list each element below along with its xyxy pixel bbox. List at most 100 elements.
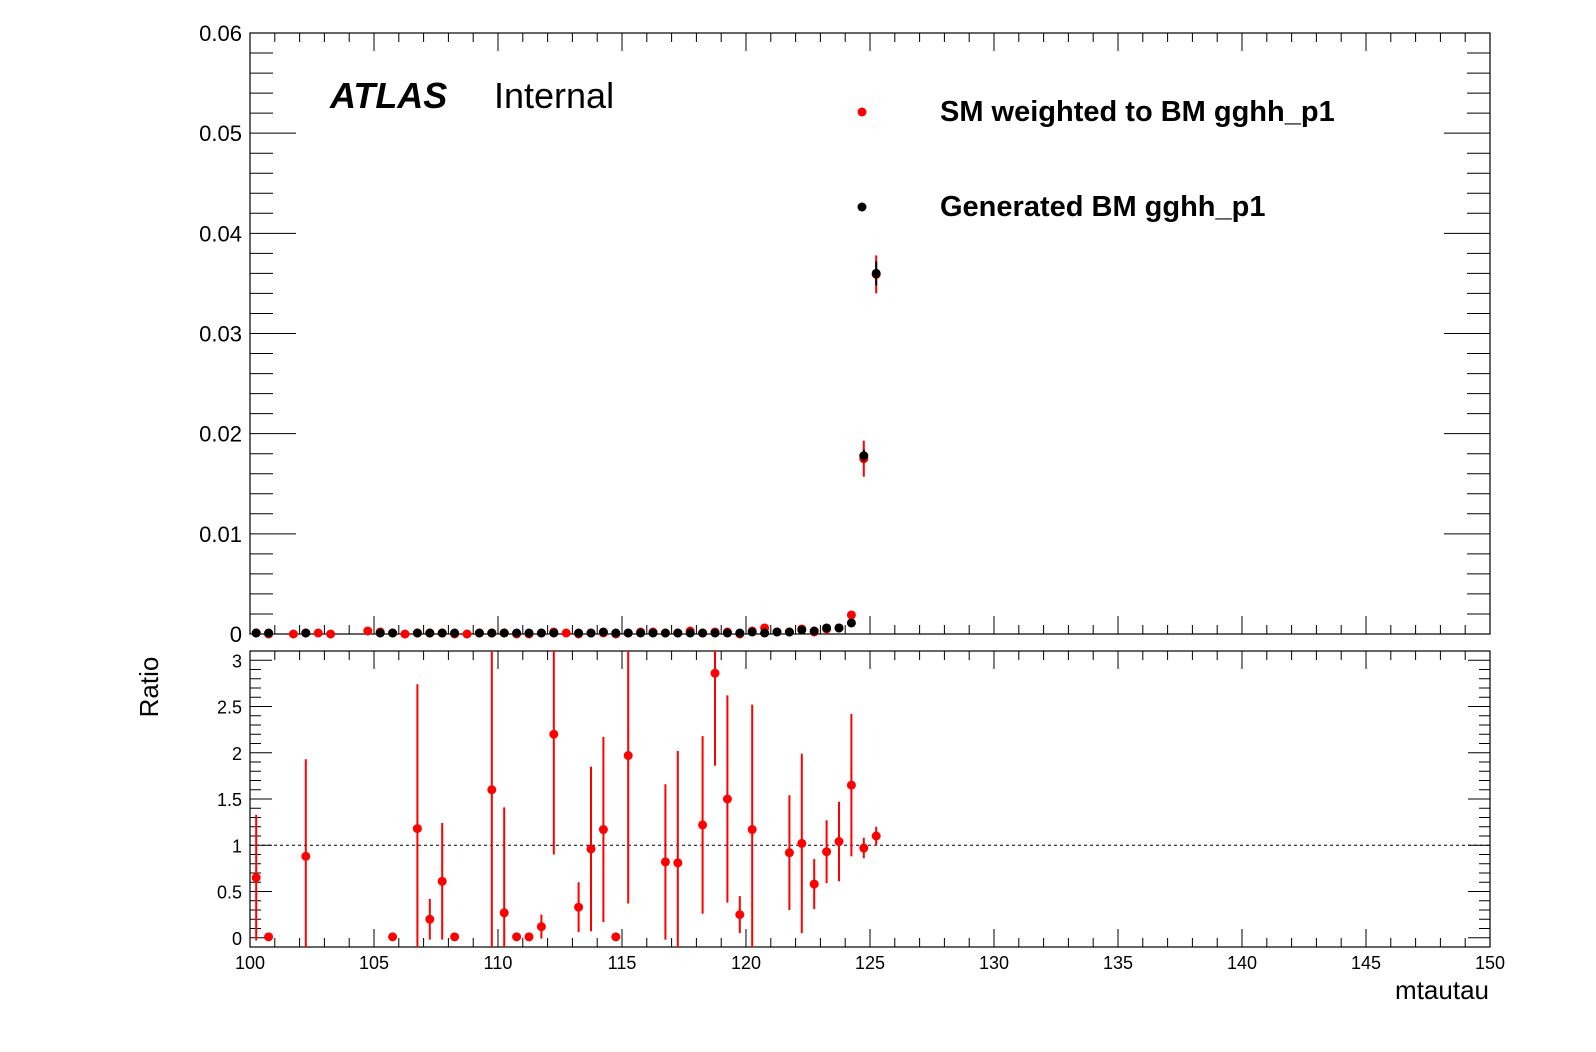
main-panel: 0 0.01 0.02 0.03 0.04 0.05 0.06 (199, 21, 1491, 647)
sm-weighted-point (400, 629, 410, 639)
ratio-point (797, 838, 807, 848)
generated-point (611, 628, 621, 638)
sm-weighted-point (313, 628, 323, 638)
generated-point (747, 627, 757, 637)
generated-point (251, 628, 261, 638)
generated-point (598, 627, 608, 637)
generated-point (487, 628, 497, 638)
generated-point (549, 628, 559, 638)
generated-point (623, 628, 633, 638)
legend-label-generated: Generated BM gghh_p1 (940, 191, 1266, 223)
generated-point (735, 628, 745, 638)
ratio-point (524, 932, 534, 942)
y-axis-title-ratio: Ratio (134, 657, 164, 718)
generated-point (574, 628, 584, 638)
main-y-tick-label: 0.05 (199, 121, 242, 146)
generated-point (301, 628, 311, 638)
ratio-y-tick-label: 3 (232, 651, 242, 671)
main-y-tick-label: 0.03 (199, 322, 242, 347)
ratio-point (859, 843, 869, 853)
generated-point (474, 628, 484, 638)
generated-point (698, 628, 708, 638)
ratio-point (412, 824, 422, 834)
generated-point (722, 628, 732, 638)
ratio-y-tick-label: 0 (232, 929, 242, 949)
ratio-point (747, 825, 757, 835)
ratio-y-tick-label: 2 (232, 744, 242, 764)
generated-point (499, 628, 509, 638)
ratio-point (673, 858, 683, 868)
generated-point (264, 628, 274, 638)
legend-marker-sm (857, 107, 867, 117)
main-y-tick-label: 0.01 (199, 522, 242, 547)
ratio-point (536, 922, 546, 932)
generated-point (586, 628, 596, 638)
ratio-point (301, 851, 311, 861)
ratio-point (822, 847, 832, 857)
sm-weighted-point (326, 629, 336, 639)
main-y-tick-label: 0.06 (199, 21, 242, 46)
ratio-y-tick-label: 0.5 (217, 883, 242, 903)
generated-point (834, 623, 844, 633)
ratio-point (450, 932, 460, 942)
x-tick-label: 110 (484, 953, 513, 973)
ratio-point (698, 820, 708, 830)
ratio-point (871, 831, 881, 841)
ratio-panel: 0 0.5 1 1.5 2 2.5 3 100 105 110 115 120 125 130 135 140… (217, 650, 1505, 973)
generated-point (412, 628, 422, 638)
generated-point (846, 618, 856, 628)
generated-point (524, 628, 534, 638)
ratio-point (660, 857, 670, 867)
generated-point (784, 627, 794, 637)
generated-point (772, 627, 782, 637)
x-axis-title: mtautau (1395, 975, 1489, 1005)
atlas-label: ATLAS (329, 75, 447, 116)
generated-point (871, 268, 881, 278)
generated-point (375, 628, 385, 638)
generated-point (760, 628, 770, 638)
x-tick-label: 125 (855, 953, 885, 973)
generated-point (512, 628, 522, 638)
generated-point (809, 626, 819, 636)
generated-point (822, 623, 832, 633)
ratio-point (251, 873, 261, 883)
generated-point (388, 628, 398, 638)
sm-weighted-point (288, 629, 298, 639)
generated-point (536, 628, 546, 638)
ratio-point (735, 910, 745, 920)
x-tick-label: 105 (359, 953, 389, 973)
legend-label-sm: SM weighted to BM gghh_p1 (940, 96, 1335, 128)
ratio-point (623, 751, 633, 761)
x-tick-label: 120 (731, 953, 761, 973)
ratio-point (722, 794, 732, 804)
main-y-tick-label: 0.02 (199, 422, 242, 447)
ratio-point (598, 825, 608, 835)
sm-weighted-point (462, 629, 472, 639)
generated-point (685, 628, 695, 638)
generated-point (648, 628, 658, 638)
main-y-tick-label: 0 (230, 622, 242, 647)
sm-weighted-point (561, 628, 571, 638)
ratio-y-tick-label: 1.5 (217, 790, 242, 810)
internal-label: Internal (494, 75, 614, 116)
ratio-point (512, 932, 522, 942)
ratio-point (437, 876, 447, 886)
x-tick-label: 100 (235, 953, 265, 973)
ratio-y-tick-label: 2.5 (217, 698, 242, 718)
x-tick-label: 150 (1475, 953, 1505, 973)
x-tick-label: 140 (1227, 953, 1257, 973)
ratio-point (487, 785, 497, 795)
chart-labels: ATLAS Internal SM weighted to BM gghh_p1… (134, 75, 1489, 1005)
generated-point (710, 628, 720, 638)
ratio-point (264, 932, 274, 942)
legend-marker-generated (857, 202, 867, 212)
ratio-plot-frame (249, 650, 1491, 948)
main-y-tick-label: 0.04 (199, 221, 242, 246)
ratio-point (425, 914, 435, 924)
sm-weighted-point (846, 610, 856, 620)
ratio-point (784, 848, 794, 858)
x-tick-label: 130 (979, 953, 1009, 973)
generated-point (636, 628, 646, 638)
generated-point (673, 628, 683, 638)
